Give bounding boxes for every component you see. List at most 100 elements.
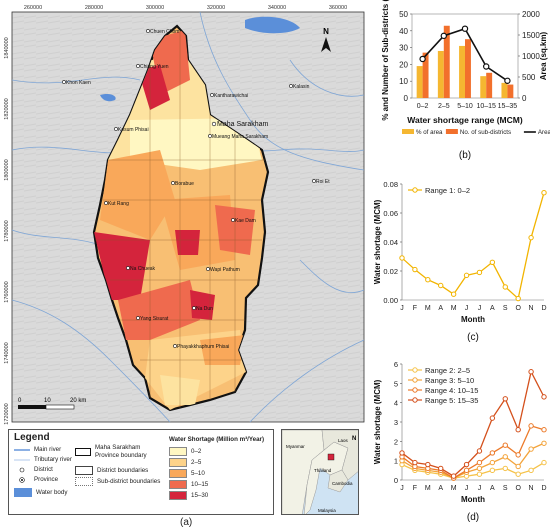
- series-point: [476, 471, 483, 477]
- panel-label-b: (b): [459, 150, 471, 161]
- x-tick-label: M: [425, 485, 431, 492]
- lakes: [100, 16, 300, 102]
- place-label: Kae Dam: [235, 218, 256, 224]
- series-point: [541, 427, 547, 433]
- series-point: [502, 442, 508, 448]
- series-point: [438, 465, 444, 472]
- legend-class-15-30: 15–30: [169, 491, 208, 500]
- series-point: [502, 284, 508, 290]
- svg-text:1820000: 1820000: [4, 98, 10, 119]
- x-tick-label: N: [529, 485, 534, 492]
- series-point: [463, 461, 470, 468]
- series-line: [401, 192, 545, 300]
- area-point: [461, 25, 469, 32]
- y-tick-label: 0.06: [383, 209, 398, 218]
- area-point: [504, 77, 511, 84]
- x-tick-label: D: [541, 305, 546, 312]
- sub-district-boundaries: [95, 30, 268, 410]
- legend-label: % of area: [416, 129, 443, 136]
- series-point: [541, 440, 547, 446]
- x-tick-label: N: [529, 305, 534, 312]
- series-point: [476, 465, 483, 472]
- legend-marker: [412, 187, 418, 193]
- series-point: [425, 277, 431, 283]
- series-point: [425, 461, 431, 468]
- y-tick-label: 0.00: [383, 296, 398, 305]
- series-point: [502, 396, 508, 402]
- y-tick-label: 1: [394, 457, 398, 466]
- y-tick-label: 2: [394, 437, 398, 446]
- x-axis-label: Month: [461, 315, 485, 324]
- x-tick-label: M: [451, 305, 457, 312]
- legend-swatch: [402, 129, 414, 134]
- x-tick-label: M: [425, 305, 431, 312]
- series-point: [515, 463, 521, 470]
- y2-tick-label: 0: [522, 94, 527, 103]
- legend-water-body: Water body: [14, 488, 67, 497]
- y-tick-label: 0.04: [383, 238, 398, 247]
- svg-text:280000: 280000: [85, 5, 103, 11]
- bar: [437, 50, 444, 98]
- place-label: Na Dun: [196, 306, 213, 312]
- y-tick-label: 0.08: [383, 180, 398, 189]
- svg-text:Laos: Laos: [338, 438, 349, 443]
- place-label: Kalasin: [293, 84, 310, 90]
- svg-text:360000: 360000: [329, 5, 347, 11]
- svg-text:Myanmar: Myanmar: [286, 444, 305, 449]
- svg-text:1760000: 1760000: [4, 281, 10, 302]
- x-tick-label: 0–2: [417, 103, 429, 110]
- place-label: Na Chueak: [130, 266, 156, 272]
- y-tick-label: 30: [399, 44, 408, 53]
- y-tick-label: 10: [399, 77, 408, 86]
- svg-text:10: 10: [44, 398, 51, 404]
- x-tick-label: 2–5: [438, 103, 450, 110]
- svg-text:1840000: 1840000: [4, 37, 10, 58]
- series-point: [489, 450, 496, 456]
- series-point: [515, 427, 521, 433]
- legend-marker: [412, 387, 418, 393]
- x-tick-label: O: [515, 485, 521, 492]
- bar: [465, 39, 471, 98]
- x-tick-label: S: [503, 305, 508, 312]
- series-point: [412, 459, 418, 466]
- series-point: [528, 423, 534, 429]
- legend-province-boundary: Maha Sarakham Province boundary: [75, 444, 155, 460]
- series-point: [541, 394, 547, 400]
- x-tick-label: J: [400, 305, 404, 312]
- place-label: Roi Et: [316, 179, 330, 185]
- place-label: Borabue: [175, 181, 194, 187]
- y-tick-label: 0: [404, 94, 409, 103]
- x-tick-label: O: [515, 305, 521, 312]
- series-point: [515, 471, 521, 477]
- y-tick-label: 4: [394, 399, 398, 408]
- svg-text:1720000: 1720000: [4, 403, 10, 424]
- place-label: Chuen Chom: [150, 29, 179, 35]
- province-map: Chuen Chom Khon Kaen Kalasin Kosum Phisa…: [4, 5, 365, 425]
- y-tick-label: 0: [394, 476, 398, 485]
- y-axis-label: Water shortage (MCM): [373, 379, 382, 464]
- x-axis-label: Month: [461, 495, 485, 504]
- legend-class-5-10: 5–10: [169, 469, 205, 478]
- svg-text:Thailand: Thailand: [314, 468, 332, 473]
- legend-sub-district-boundaries: Sub-district boundaries: [75, 477, 160, 486]
- panel-label: (c): [467, 332, 479, 343]
- y2-tick-label: 1500: [522, 31, 540, 40]
- legend-class-2-5: 2–5: [169, 458, 201, 467]
- bar: [507, 84, 514, 98]
- place-label: Phayakkhaphum Phisai: [177, 344, 229, 350]
- svg-text:320000: 320000: [207, 5, 225, 11]
- bar: [459, 45, 465, 98]
- svg-text:1740000: 1740000: [4, 342, 10, 363]
- y-tick-label: 6: [394, 360, 398, 369]
- legend-marker: [412, 377, 418, 383]
- svg-text:N: N: [323, 27, 329, 36]
- y-tick-label: 20: [399, 60, 408, 69]
- series-point: [528, 369, 534, 375]
- y2-tick-label: 1000: [522, 52, 540, 61]
- y-tick-label: 3: [394, 418, 398, 427]
- bar: [480, 76, 487, 98]
- series-point: [412, 266, 418, 273]
- x-tick-label: A: [438, 305, 443, 312]
- place-label: Kosum Phisai: [118, 127, 149, 133]
